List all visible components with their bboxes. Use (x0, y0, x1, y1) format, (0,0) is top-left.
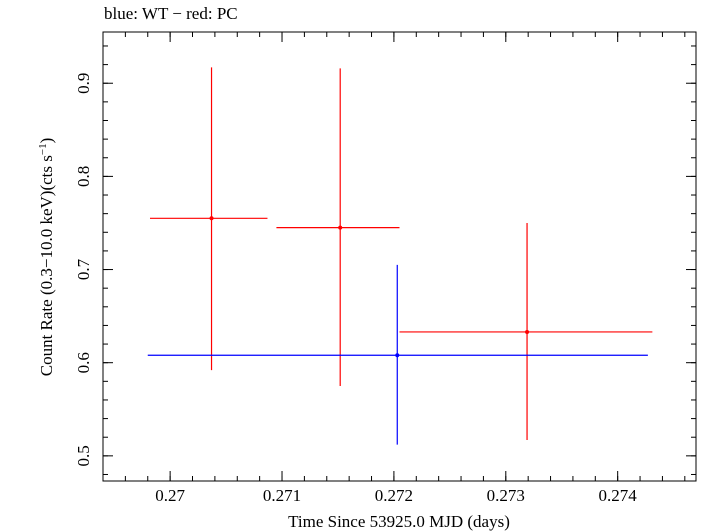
x-tick-label: 0.272 (375, 486, 413, 505)
data-point (209, 216, 214, 221)
x-axis-label: Time Since 53925.0 MJD (days) (288, 512, 510, 531)
y-tick-label: 0.7 (74, 258, 93, 280)
data-point (338, 225, 343, 230)
x-tick-label: 0.274 (599, 486, 638, 505)
series-group (149, 67, 653, 441)
axis-ticks: 0.27 0.271 0.272 0.273 0.274 0.5 0.6 0.7 0.8 0.9 (74, 32, 696, 505)
y-tick-label: 0.9 (74, 73, 93, 94)
x-tick-label: 0.273 (487, 486, 525, 505)
y-tick-label: 0.8 (74, 166, 93, 187)
chart-title: blue: WT − red: PC (104, 4, 238, 23)
x-tick-label: 0.271 (263, 486, 301, 505)
data-series (147, 67, 653, 445)
y-tick-label: 0.5 (74, 445, 93, 466)
data-point (525, 329, 530, 334)
y-axis-label: Count Rate (0.3−10.0 keV)(cts s−1) (37, 138, 56, 377)
data-point (395, 353, 400, 358)
series-group (147, 264, 648, 445)
x-tick-label: 0.27 (155, 486, 185, 505)
y-tick-label: 0.6 (74, 352, 93, 373)
plot-frame (102, 31, 697, 482)
